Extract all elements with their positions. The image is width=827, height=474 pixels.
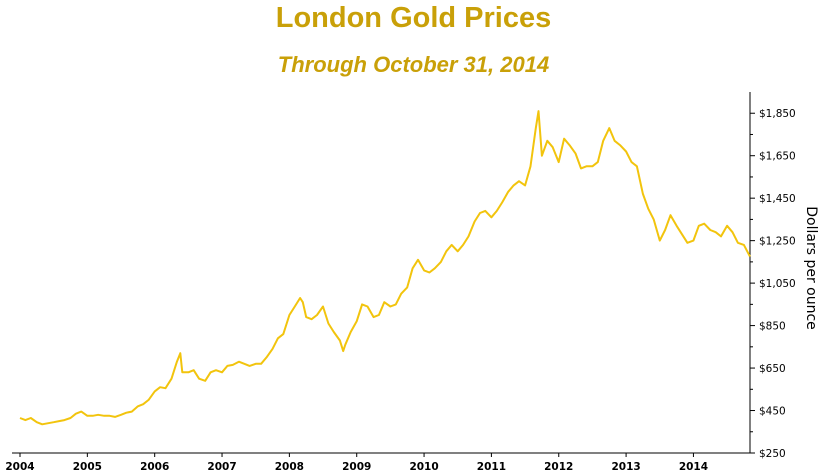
x-tick-label: 2011	[477, 461, 506, 473]
y-tick-label: $1,850	[759, 108, 796, 120]
chart-title: London Gold Prices	[275, 2, 552, 34]
x-tick-label: 2012	[544, 461, 573, 473]
x-tick-label: 2005	[73, 461, 102, 473]
y-tick-label: $1,250	[759, 236, 796, 248]
y-tick-label: $850	[759, 321, 786, 333]
y-tick-label: $250	[759, 448, 786, 460]
y-tick-label: $1,450	[759, 193, 796, 205]
y-tick-label: $650	[759, 363, 786, 375]
y-tick-label: $450	[759, 406, 786, 418]
x-tick-label: 2008	[275, 461, 304, 473]
y-tick-label: $1,650	[759, 151, 796, 163]
x-tick-label: 2004	[5, 461, 34, 473]
x-tick-label: 2006	[140, 461, 169, 473]
x-tick-label: 2007	[207, 461, 236, 473]
gold-price-line	[19, 110, 751, 426]
x-tick-label: 2009	[342, 461, 371, 473]
y-tick-label: $1,050	[759, 278, 796, 290]
chart-subtitle: Through October 31, 2014	[277, 52, 550, 77]
y-axis-title: Dollars per ounce	[803, 206, 819, 330]
x-tick-label: 2013	[611, 461, 640, 473]
x-tick-label: 2010	[409, 461, 438, 473]
x-tick-label: 2014	[679, 461, 708, 473]
